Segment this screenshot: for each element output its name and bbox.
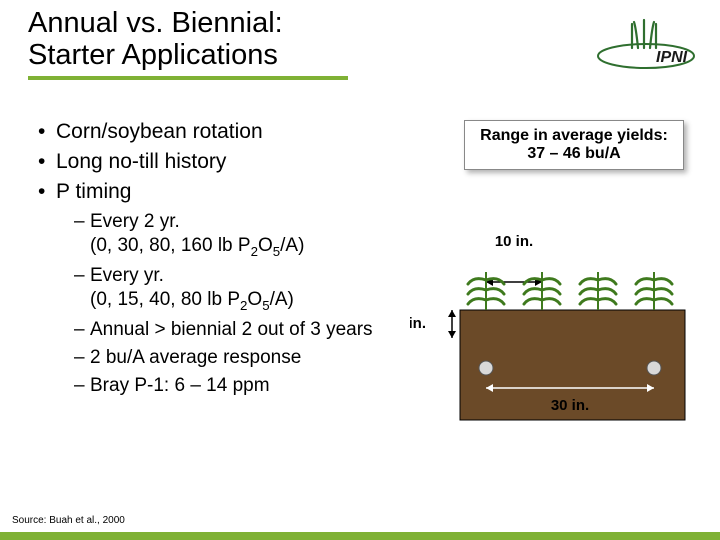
logo-text: IPNI xyxy=(656,49,688,66)
source-citation: Source: Buah et al., 2000 xyxy=(12,515,125,526)
bullet-l1: •P timing xyxy=(38,180,398,204)
bullet-l2: –Bray P-1: 6 – 14 ppm xyxy=(74,374,398,398)
ipni-logo: IPNI xyxy=(596,18,696,70)
bullet-l2: –Every yr.(0, 15, 40, 80 lb P2O5/A) xyxy=(74,264,398,314)
title-line-2: Starter Applications xyxy=(28,40,448,72)
range-line-1: Range in average yields: xyxy=(469,127,679,145)
title-line-1: Annual vs. Biennial: xyxy=(28,8,448,40)
svg-text:10 in.: 10 in. xyxy=(495,233,533,250)
range-box: Range in average yields: 37 – 46 bu/A xyxy=(464,120,684,170)
bullet-list: •Corn/soybean rotation •Long no-till his… xyxy=(38,120,398,402)
bullet-l2: –Every 2 yr.(0, 30, 80, 160 lb P2O5/A) xyxy=(74,210,398,260)
svg-text:30 in.: 30 in. xyxy=(551,397,589,414)
bullet-text: Long no-till history xyxy=(56,150,226,174)
bullet-l1: •Corn/soybean rotation xyxy=(38,120,398,144)
svg-text:4 in.: 4 in. xyxy=(410,315,426,332)
slide-title: Annual vs. Biennial: Starter Application… xyxy=(28,8,448,80)
bullet-l2: –Annual > biennial 2 out of 3 years xyxy=(74,318,398,342)
range-line-2: 37 – 46 bu/A xyxy=(469,145,679,163)
title-underline xyxy=(28,76,348,80)
bullet-text: P timing xyxy=(56,180,131,204)
footer-bar xyxy=(0,532,720,540)
sub-bullets: –Every 2 yr.(0, 30, 80, 160 lb P2O5/A) –… xyxy=(74,210,398,398)
bullet-l2: –2 bu/A average response xyxy=(74,346,398,370)
planting-diagram: 10 in. 4 in. 30 in. xyxy=(410,220,690,440)
bullet-l1: •Long no-till history xyxy=(38,150,398,174)
bullet-text: Corn/soybean rotation xyxy=(56,120,263,144)
